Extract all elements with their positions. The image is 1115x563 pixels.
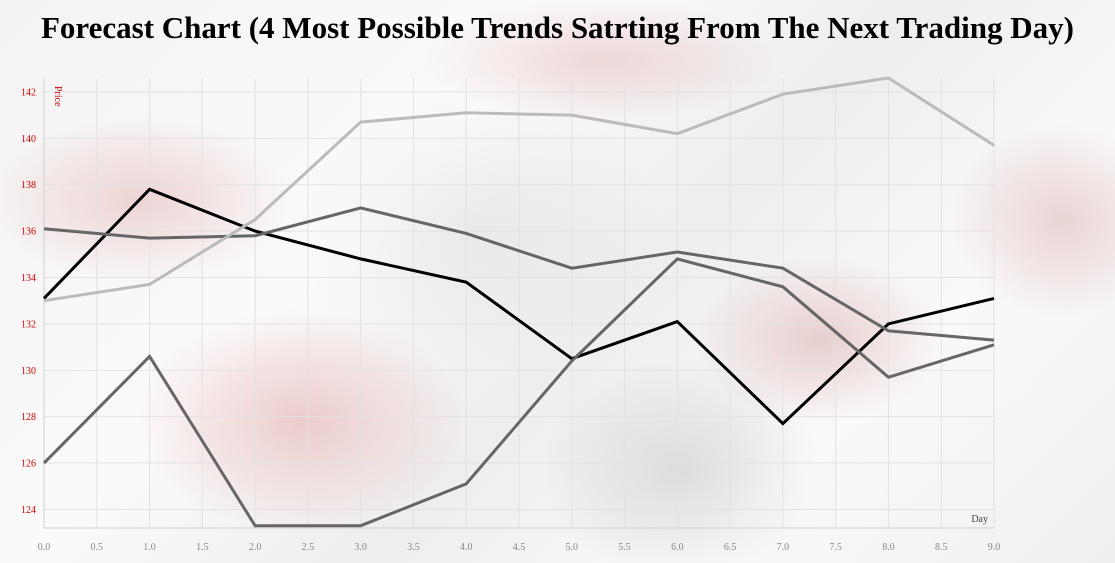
x-tick-label: 9.0 (988, 542, 1001, 553)
axes (43, 78, 994, 529)
x-tick-label: 7.0 (777, 542, 790, 553)
x-axis-title: Day (971, 514, 988, 525)
y-tick-label: 132 (21, 319, 36, 330)
grid-layer (43, 78, 995, 528)
x-tick-label: 4.5 (513, 542, 526, 553)
x-tick-label: 5.0 (566, 542, 579, 553)
x-tick-label: 3.5 (407, 542, 420, 553)
x-tick-label: 2.0 (249, 542, 262, 553)
x-tick-label: 6.5 (724, 542, 737, 553)
x-tick-label: 5.5 (618, 542, 631, 553)
x-tick-label: 4.0 (460, 542, 473, 553)
series-layer (42, 76, 995, 528)
x-tick-label: 7.5 (829, 542, 842, 553)
y-tick-label: 124 (21, 505, 36, 516)
x-tick-label: 3.0 (354, 542, 367, 553)
y-tick-label: 142 (21, 87, 36, 98)
series-line-3 (42, 257, 995, 528)
y-axis-title: Price (52, 86, 63, 107)
y-tick-label: 136 (21, 227, 36, 238)
y-tick-label: 140 (21, 134, 36, 145)
x-tick-label: 6.0 (671, 542, 684, 553)
x-tick-label: 8.0 (882, 542, 895, 553)
chart-title: Forecast Chart (4 Most Possible Trends S… (40, 10, 1074, 45)
x-tick-label: 8.5 (935, 542, 948, 553)
series-line-4 (43, 76, 995, 303)
x-tick-label: 2.5 (302, 542, 315, 553)
x-tick-label: 1.0 (143, 542, 156, 553)
series-line-2 (43, 206, 995, 342)
x-tick-label: 0.0 (38, 542, 51, 553)
tick-labels: 124 126 128 130 132 134 136 138 140 142 0.0 0.5 1.0 1… (21, 87, 1000, 553)
y-tick-label: 130 (21, 366, 36, 377)
y-tick-label: 126 (21, 459, 36, 470)
x-tick-label: 1.5 (196, 542, 209, 553)
y-tick-label: 138 (21, 180, 36, 191)
y-tick-label: 134 (21, 273, 36, 284)
series-line-1 (42, 187, 995, 426)
x-tick-label: 0.5 (91, 542, 104, 553)
y-tick-label: 128 (21, 412, 36, 423)
